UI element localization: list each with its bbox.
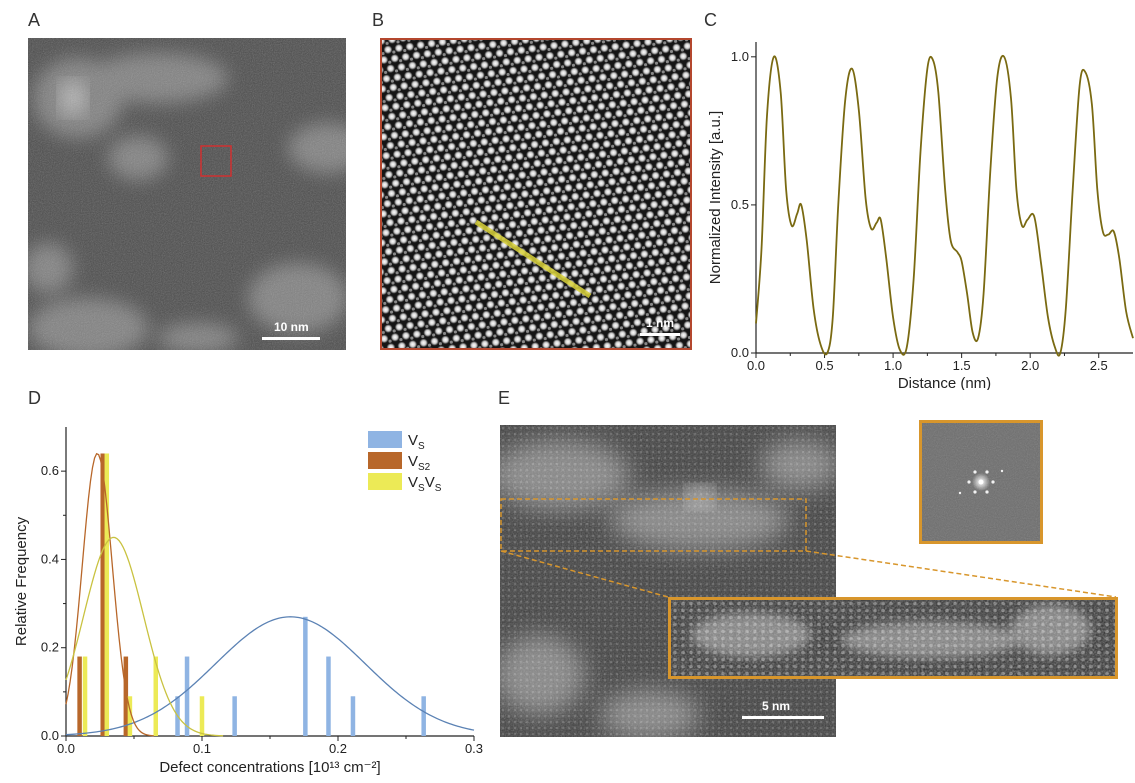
bar-vs2 bbox=[123, 656, 129, 736]
legend-swatch-vsvs bbox=[368, 473, 402, 490]
zoomed-strip-inset bbox=[668, 597, 1118, 679]
panel-b-image bbox=[382, 40, 690, 348]
bar-vs bbox=[350, 696, 356, 736]
legend-label-vs2: VS2 bbox=[408, 453, 431, 473]
scale-bar-e bbox=[742, 716, 824, 719]
scale-bar-b bbox=[640, 333, 680, 336]
y-tick-label-c: 0.5 bbox=[731, 197, 749, 212]
bar-vs bbox=[326, 656, 331, 736]
panel-letter-c: C bbox=[704, 10, 717, 30]
bar-vsvs bbox=[153, 656, 159, 736]
legend-label-vs: VS bbox=[408, 432, 425, 452]
region-of-interest-box bbox=[200, 145, 232, 177]
panel-letter-b: B bbox=[372, 10, 385, 30]
bar-vs bbox=[421, 696, 426, 736]
bar-vs bbox=[303, 616, 308, 736]
y-tick-label-c: 1.0 bbox=[731, 49, 749, 64]
legend-swatch-vs bbox=[368, 431, 402, 448]
x-tick-label-c: 1.0 bbox=[884, 358, 902, 373]
y-axis-label-c: Normalized Intensity [a.u.] bbox=[707, 111, 724, 284]
intensity-profile-line bbox=[474, 219, 592, 299]
fft-inset bbox=[919, 420, 1043, 544]
panel-letter-a: A bbox=[28, 10, 41, 30]
bar-vs2 bbox=[77, 656, 82, 736]
bar-vsvs bbox=[199, 696, 205, 736]
panel-a-micrograph: 10 nm bbox=[28, 38, 346, 350]
intensity-profile-series bbox=[755, 55, 1134, 357]
x-axis-label-d: Defect concentrations [10¹³ cm⁻²] bbox=[159, 759, 380, 776]
panel-d-defect-histogram: 0.0 0.1 0.2 0.3 0.0 0.2 0.4 0.6 Defect concentra… bbox=[13, 427, 483, 776]
panel-letter-d: D bbox=[28, 388, 41, 408]
x-tick-label-d: 0.1 bbox=[193, 741, 211, 756]
scale-bar-label-e: 5 nm bbox=[762, 699, 791, 713]
bar-vs bbox=[232, 696, 237, 736]
bar-vsvs bbox=[127, 696, 133, 736]
legend-label-vsvs: VSVS bbox=[408, 474, 442, 494]
y-tick-label-d: 0.2 bbox=[41, 640, 59, 655]
zoomed-strip-image bbox=[671, 600, 1115, 676]
y-tick-label-d: 0.6 bbox=[41, 463, 59, 478]
y-axis-label-d: Relative Frequency bbox=[13, 516, 30, 646]
bar-vsvs bbox=[104, 453, 110, 736]
bar-vsvs bbox=[82, 656, 88, 736]
fft-pattern bbox=[922, 423, 1040, 541]
x-tick-label-d: 0.0 bbox=[57, 741, 75, 756]
scale-bar-label-a: 10 nm bbox=[274, 320, 309, 334]
x-axis-label-c: Distance (nm) bbox=[898, 375, 991, 390]
y-tick-label-d: 0.4 bbox=[41, 551, 59, 566]
bar-vs bbox=[184, 656, 190, 736]
x-tick-label-c: 2.5 bbox=[1090, 358, 1108, 373]
x-tick-label-c: 0.0 bbox=[747, 358, 765, 373]
zoom-region-box bbox=[500, 498, 807, 552]
y-tick-label-d: 0.0 bbox=[41, 728, 59, 743]
panel-letter-e: E bbox=[498, 388, 511, 408]
x-tick-label-d: 0.2 bbox=[329, 741, 347, 756]
scale-bar-label-b: 1 nm bbox=[646, 316, 675, 330]
x-tick-label-c: 2.0 bbox=[1021, 358, 1039, 373]
panel-b-lattice-image: 1 nm bbox=[380, 38, 692, 350]
y-tick-label-c: 0.0 bbox=[731, 345, 749, 360]
panel-e-image bbox=[500, 425, 836, 737]
fit-curve-vs2 bbox=[65, 452, 154, 737]
scale-bar-a bbox=[262, 337, 320, 340]
panel-c-intensity-profile-chart: 0.0 0.5 1.0 1.5 2.0 2.5 0.0 0.5 1.0 Distance (nm)… bbox=[707, 42, 1134, 390]
x-tick-label-d: 0.3 bbox=[465, 741, 483, 756]
legend-swatch-vs2 bbox=[368, 452, 402, 469]
x-tick-label-c: 1.5 bbox=[953, 358, 971, 373]
x-tick-label-c: 0.5 bbox=[816, 358, 834, 373]
bar-vs2 bbox=[100, 453, 105, 736]
panel-e-micrograph: 5 nm bbox=[500, 425, 836, 737]
panel-a-image bbox=[28, 38, 346, 350]
fit-curve-vsvs bbox=[65, 536, 224, 737]
